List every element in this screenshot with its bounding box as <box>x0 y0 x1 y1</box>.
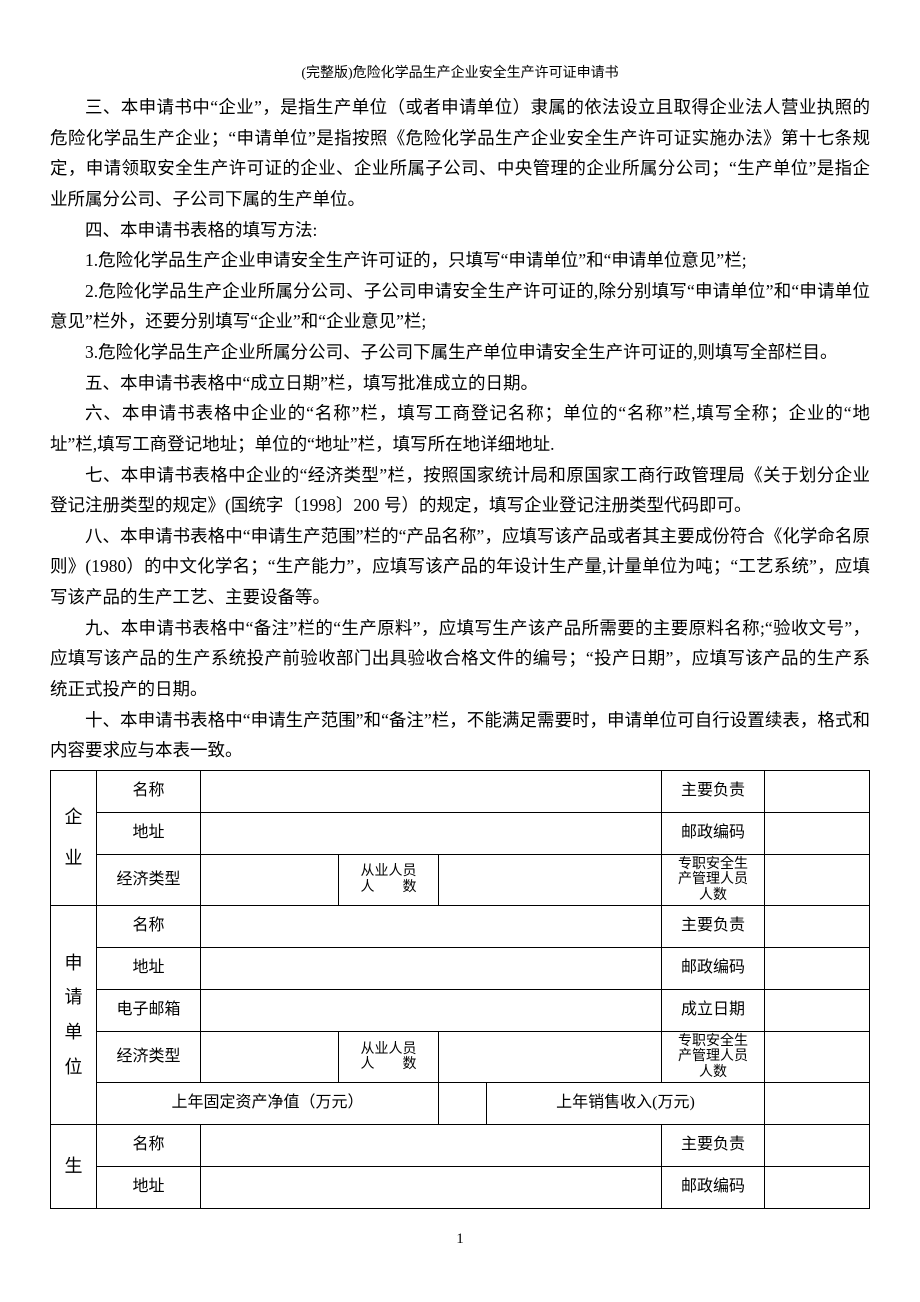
label-addr: 地址 <box>97 947 201 989</box>
doc-header: (完整版)危险化学品生产企业安全生产许可证申请书 <box>50 62 870 82</box>
section-label-enterprise: 企 业 <box>51 770 97 905</box>
section-char: 业 <box>53 848 94 869</box>
application-form-table: 企 业 名称 主要负责 地址 邮政编码 经济类型 从业人员 人 数 专职安全生 … <box>50 770 870 1209</box>
field-enterprise-head[interactable] <box>765 770 870 812</box>
field-enterprise-postal[interactable] <box>765 812 870 854</box>
label-prev-sales: 上年销售收入(万元) <box>487 1083 765 1125</box>
label-addr: 地址 <box>97 1167 201 1209</box>
para-4-3: 3.危险化学品生产企业所属分公司、子公司下属生产单位申请安全生产许可证的,则填写… <box>50 337 870 368</box>
table-row: 地址 邮政编码 <box>51 1167 870 1209</box>
table-row: 经济类型 从业人员 人 数 专职安全生 产管理人员 人数 <box>51 1031 870 1082</box>
field-applicant-addr[interactable] <box>201 947 662 989</box>
label-prev-assets: 上年固定资产净值（万元） <box>97 1083 439 1125</box>
field-applicant-name[interactable] <box>201 905 662 947</box>
table-row: 企 业 名称 主要负责 <box>51 770 870 812</box>
section-char: 单 <box>53 1022 94 1043</box>
label-safety-staff: 专职安全生 产管理人员 人数 <box>662 854 765 905</box>
section-char: 申 <box>53 953 94 974</box>
label-name: 名称 <box>97 1125 201 1167</box>
label-founded: 成立日期 <box>662 989 765 1031</box>
field-enterprise-safety-staff[interactable] <box>765 854 870 905</box>
label-name: 名称 <box>97 905 201 947</box>
label-postal: 邮政编码 <box>662 812 765 854</box>
label-email: 电子邮箱 <box>97 989 201 1031</box>
section-label-applicant: 申 请 单 位 <box>51 905 97 1124</box>
label-staff: 从业人员 人 数 <box>339 854 439 905</box>
para-7: 七、本申请书表格中企业的“经济类型”栏，按照国家统计局和原国家工商行政管理局《关… <box>50 460 870 521</box>
table-row: 电子邮箱 成立日期 <box>51 989 870 1031</box>
para-4-2-text: 2.危险化学品生产企业所属分公司、子公司申请安全生产许可证的,除分别填写“申请单… <box>50 281 870 332</box>
label-head: 主要负责 <box>662 905 765 947</box>
field-applicant-safety-staff[interactable] <box>765 1031 870 1082</box>
table-row: 地址 邮政编码 <box>51 947 870 989</box>
label-head: 主要负责 <box>662 1125 765 1167</box>
table-row: 经济类型 从业人员 人 数 专职安全生 产管理人员 人数 <box>51 854 870 905</box>
para-6: 六、本申请书表格中企业的“名称”栏，填写工商登记名称；单位的“名称”栏,填写全称… <box>50 398 870 459</box>
field-producer-head[interactable] <box>765 1125 870 1167</box>
label-econ: 经济类型 <box>97 854 201 905</box>
field-applicant-staff[interactable] <box>439 1031 662 1082</box>
label-name: 名称 <box>97 770 201 812</box>
label-econ: 经济类型 <box>97 1031 201 1082</box>
field-applicant-postal[interactable] <box>765 947 870 989</box>
field-producer-postal[interactable] <box>765 1167 870 1209</box>
field-applicant-econ[interactable] <box>201 1031 339 1082</box>
field-prev-assets[interactable] <box>439 1083 487 1125</box>
para-4-2: 2.危险化学品生产企业所属分公司、子公司申请安全生产许可证的,除分别填写“申请单… <box>50 276 870 337</box>
table-row: 生 名称 主要负责 <box>51 1125 870 1167</box>
section-char: 位 <box>53 1057 94 1078</box>
label-safety-staff: 专职安全生 产管理人员 人数 <box>662 1031 765 1082</box>
para-4-1: 1.危险化学品生产企业申请安全生产许可证的，只填写“申请单位”和“申请单位意见”… <box>50 245 870 276</box>
label-postal: 邮政编码 <box>662 947 765 989</box>
field-applicant-founded[interactable] <box>765 989 870 1031</box>
field-enterprise-name[interactable] <box>201 770 662 812</box>
table-row: 地址 邮政编码 <box>51 812 870 854</box>
para-10: 十、本申请书表格中“申请生产范围”和“备注”栏，不能满足需要时，申请单位可自行设… <box>50 705 870 766</box>
label-head: 主要负责 <box>662 770 765 812</box>
table-row: 上年固定资产净值（万元） 上年销售收入(万元) <box>51 1083 870 1125</box>
label-addr: 地址 <box>97 812 201 854</box>
field-enterprise-econ[interactable] <box>201 854 339 905</box>
para-5: 五、本申请书表格中“成立日期”栏，填写批准成立的日期。 <box>50 368 870 399</box>
label-postal: 邮政编码 <box>662 1167 765 1209</box>
field-enterprise-addr[interactable] <box>201 812 662 854</box>
section-char: 请 <box>53 987 94 1008</box>
section-char: 企 <box>53 807 94 828</box>
field-applicant-email[interactable] <box>201 989 662 1031</box>
page-number: 1 <box>50 1231 870 1248</box>
field-enterprise-staff[interactable] <box>439 854 662 905</box>
para-8: 八、本申请书表格中“申请生产范围”栏的“产品名称”，应填写该产品或者其主要成份符… <box>50 521 870 613</box>
field-producer-addr[interactable] <box>201 1167 662 1209</box>
field-prev-sales[interactable] <box>765 1083 870 1125</box>
field-applicant-head[interactable] <box>765 905 870 947</box>
field-producer-name[interactable] <box>201 1125 662 1167</box>
para-9: 九、本申请书表格中“备注”栏的“生产原料”，应填写生产该产品所需要的主要原料名称… <box>50 613 870 705</box>
section-char: 生 <box>53 1156 94 1177</box>
para-4: 四、本申请书表格的填写方法: <box>50 215 870 246</box>
instructions-body: 三、本申请书中“企业”，是指生产单位（或者申请单位）隶属的依法设立且取得企业法人… <box>50 92 870 766</box>
table-row: 申 请 单 位 名称 主要负责 <box>51 905 870 947</box>
label-staff: 从业人员 人 数 <box>339 1031 439 1082</box>
para-3: 三、本申请书中“企业”，是指生产单位（或者申请单位）隶属的依法设立且取得企业法人… <box>50 92 870 215</box>
section-label-producer: 生 <box>51 1125 97 1209</box>
